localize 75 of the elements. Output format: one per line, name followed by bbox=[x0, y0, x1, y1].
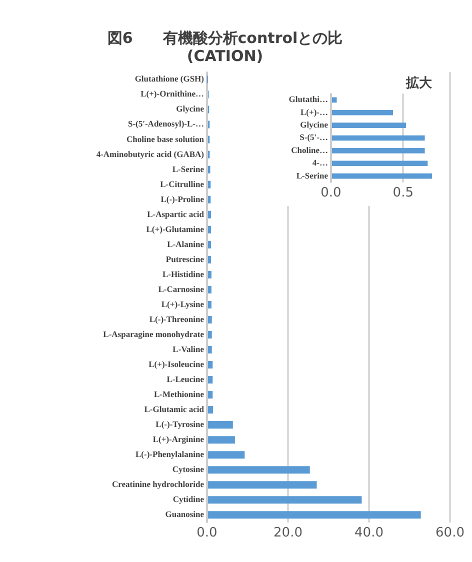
bar bbox=[208, 436, 235, 444]
bar bbox=[208, 196, 211, 204]
bar bbox=[332, 148, 425, 154]
y-tick-label: L(-)-Proline bbox=[160, 194, 204, 204]
y-tick-label: Glycine bbox=[176, 104, 204, 114]
bar bbox=[208, 180, 211, 188]
y-tick-label: L-Serine bbox=[172, 164, 204, 174]
y-tick-label: S-(5'-… bbox=[300, 132, 328, 142]
y-tick-label: L-Citrulline bbox=[160, 178, 204, 189]
y-tick-label: L-Alanine bbox=[167, 238, 204, 249]
bar bbox=[208, 286, 212, 294]
y-tick-label: S-(5'-Adenosyl)-L-… bbox=[128, 118, 204, 129]
y-tick-label: L(+)-Ornithine… bbox=[140, 88, 204, 99]
y-tick-label: 4-… bbox=[312, 158, 328, 168]
bar bbox=[208, 300, 212, 308]
y-tick-label: L-Asparagine monohydrate bbox=[103, 328, 204, 339]
bar bbox=[332, 97, 337, 103]
bar bbox=[332, 173, 432, 179]
y-tick-label: Glycine bbox=[300, 120, 328, 130]
y-tick-label: Putrescine bbox=[166, 254, 204, 264]
x-tick-label: 20.0 bbox=[274, 526, 302, 541]
bar bbox=[208, 361, 213, 369]
x-tick-label: 60.0 bbox=[436, 526, 464, 541]
y-tick-label: L-Histidine bbox=[162, 268, 204, 279]
y-tick-label: L(-)-Phenylalanine bbox=[136, 449, 204, 460]
y-tick-label: L-Valine bbox=[172, 344, 204, 354]
bar bbox=[208, 240, 212, 248]
bar bbox=[208, 210, 212, 218]
bar bbox=[332, 122, 406, 128]
bar bbox=[208, 406, 214, 414]
bar bbox=[208, 496, 362, 504]
bar bbox=[332, 135, 425, 141]
bar bbox=[208, 316, 212, 324]
y-tick-label: L(-)-Threonine bbox=[149, 314, 204, 324]
y-tick-label: Glutathione (GSH) bbox=[134, 74, 204, 84]
bar bbox=[208, 226, 212, 234]
bar bbox=[208, 466, 310, 474]
bar bbox=[208, 346, 212, 354]
x-tick-label: 0.0 bbox=[196, 526, 218, 541]
y-tick-label: L-Carnosine bbox=[158, 284, 204, 294]
y-tick-label: Cytidine bbox=[172, 494, 204, 504]
y-tick-label: Glutathi… bbox=[288, 94, 328, 104]
y-tick-label: L-Leucine bbox=[166, 374, 204, 384]
y-tick-label: L(+)-Glutamine bbox=[146, 224, 204, 234]
bar bbox=[208, 376, 213, 384]
bar bbox=[208, 511, 421, 519]
x-tick-label: 0.0 bbox=[320, 186, 342, 201]
y-tick-label: L(+)-Isoleucine bbox=[148, 358, 204, 369]
y-tick-label: L(+)-… bbox=[300, 106, 328, 117]
y-tick-label: 4-Aminobutyric acid (GABA) bbox=[96, 148, 204, 159]
y-tick-label: L(-)-Tyrosine bbox=[156, 419, 204, 430]
bar bbox=[332, 160, 428, 166]
y-tick-label: Choline base solution bbox=[126, 134, 204, 144]
y-tick-label: Creatinine hydrochloride bbox=[112, 479, 204, 490]
bar bbox=[208, 256, 212, 264]
chart-title: 図6 有機酸分析controlとの比 (CATION) bbox=[107, 28, 343, 65]
y-tick-label: Cytosine bbox=[172, 464, 204, 474]
y-tick-label: Choline… bbox=[291, 144, 328, 155]
y-tick-label: L-Glutamic acid bbox=[144, 404, 204, 414]
bar bbox=[208, 270, 212, 278]
bar bbox=[208, 451, 245, 459]
bar bbox=[208, 391, 213, 399]
x-tick-label: 40.0 bbox=[354, 526, 384, 541]
bar bbox=[332, 110, 394, 116]
bar bbox=[208, 330, 212, 338]
chart-title: 拡大 bbox=[405, 75, 433, 92]
y-tick-label: L-Serine bbox=[296, 170, 328, 180]
y-tick-label: Guanosine bbox=[165, 509, 204, 520]
y-tick-label: L(+)-Arginine bbox=[152, 434, 204, 444]
x-tick-label: 0.5 bbox=[392, 186, 414, 201]
bar bbox=[208, 481, 317, 489]
y-tick-label: L-Aspartic acid bbox=[147, 208, 204, 219]
bar bbox=[208, 421, 233, 429]
y-tick-label: L-Methionine bbox=[154, 388, 204, 399]
y-tick-label: L(+)-Lysine bbox=[161, 298, 204, 309]
